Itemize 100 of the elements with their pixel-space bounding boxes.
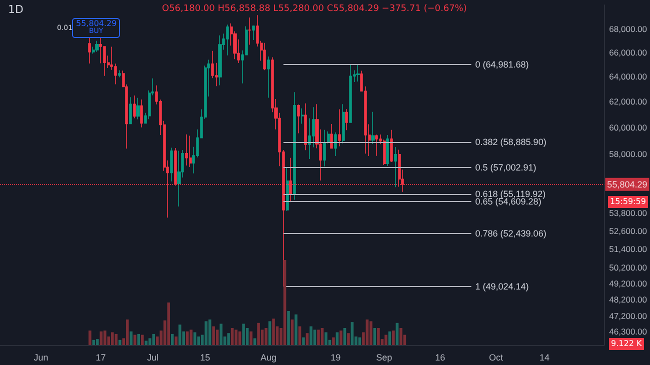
y-tick-label: 53,800.00 <box>609 208 648 218</box>
y-tick-label: 64,000.00 <box>609 72 648 82</box>
bar <box>104 330 106 345</box>
candlestick <box>301 108 304 124</box>
y-tick-label: 58,000.00 <box>609 149 648 160</box>
candlestick <box>118 70 121 78</box>
x-tick-label: Jul <box>147 352 159 362</box>
bar <box>384 334 388 345</box>
bar <box>377 328 380 345</box>
y-tick-label: 51,400.00 <box>609 244 648 254</box>
bar <box>216 330 219 345</box>
ref-line-label: 1 (49,024.14) <box>475 281 529 292</box>
y-tick-label: 47,200.00 <box>609 311 648 322</box>
bar <box>242 324 245 345</box>
bar <box>212 326 215 345</box>
candlestick <box>129 96 132 125</box>
bar <box>306 333 309 345</box>
candlestick <box>356 64 360 82</box>
x-tick-label: Oct <box>489 352 504 362</box>
bar <box>197 336 200 345</box>
bar <box>170 334 174 345</box>
candlestick <box>185 134 188 166</box>
y-tick-label: 50,200.00 <box>609 262 648 273</box>
bar <box>332 337 335 345</box>
bar <box>370 321 372 345</box>
candlestick <box>177 150 181 207</box>
y-tick-label: 46,300.00 <box>609 326 648 336</box>
candlestick <box>170 147 173 182</box>
bar <box>111 332 114 345</box>
candlestick <box>248 17 251 46</box>
x-tick-label: 16 <box>435 352 446 362</box>
candlestick <box>334 132 337 156</box>
candlestick <box>323 129 326 167</box>
candlestick <box>304 102 307 151</box>
bar <box>148 338 152 345</box>
y-tick-label: 62,000.00 <box>609 96 648 107</box>
candlestick <box>286 166 289 212</box>
bar <box>190 330 192 345</box>
y-tick-label: 48,200.00 <box>609 294 648 305</box>
text: 9.122 K <box>609 338 644 350</box>
bar <box>130 331 133 345</box>
bar <box>250 331 252 345</box>
bar <box>272 318 275 345</box>
candlestick <box>226 24 229 56</box>
y-tick-label: 60,000.00 <box>609 122 648 132</box>
y-tick-label: 68,000.00 <box>609 24 648 34</box>
bar <box>126 320 129 345</box>
bar <box>310 326 312 345</box>
ref-line-label: 0 (64,981.68) <box>475 60 529 70</box>
bar <box>313 330 316 345</box>
bar <box>347 333 350 345</box>
ref-line-label: 0.382 (58,885.90) <box>475 137 546 148</box>
candlestick <box>371 112 375 144</box>
x-tick-label: Sep <box>376 352 392 362</box>
bar <box>152 334 156 345</box>
candlestick <box>88 36 91 64</box>
candlestick <box>252 25 255 40</box>
candlestick <box>342 104 345 144</box>
bar <box>264 328 268 345</box>
bar <box>234 330 238 345</box>
bar <box>118 340 122 345</box>
y-tick-label: 52,600.00 <box>609 226 648 236</box>
candlestick <box>267 56 270 98</box>
candlestick <box>293 92 296 200</box>
bar <box>88 330 92 345</box>
x-tick-label: Jun <box>34 352 48 362</box>
candlestick <box>95 40 99 52</box>
x-tick-label: 14 <box>540 352 550 362</box>
candlestick <box>140 99 143 128</box>
bar <box>96 339 99 345</box>
candlestick <box>189 135 192 168</box>
bar <box>174 336 178 345</box>
x-tick-label: 19 <box>330 352 341 362</box>
candlestick <box>297 104 300 134</box>
bar <box>324 332 328 345</box>
ref-line-label: 0.618 (55,119.92) <box>475 189 546 200</box>
y-tick-label: 66,000.00 <box>609 47 648 58</box>
bar <box>144 340 148 345</box>
bar <box>204 321 208 345</box>
candlestick <box>133 95 136 119</box>
candlestick <box>136 98 140 120</box>
candlestick <box>390 129 393 162</box>
bar <box>392 330 395 345</box>
bar <box>178 324 182 345</box>
candlestick <box>218 34 222 86</box>
annotation: 55,804.29 <box>76 19 117 28</box>
bar <box>167 302 170 345</box>
bar <box>317 330 320 345</box>
bar <box>137 334 140 345</box>
bar <box>340 330 342 345</box>
candlestick <box>263 42 266 71</box>
bar <box>287 311 290 345</box>
candlestick <box>338 108 341 147</box>
bar <box>257 322 260 345</box>
bar <box>400 328 402 345</box>
text: 15:59:59 <box>608 196 648 208</box>
ref-line-label: 55,804.29 <box>607 179 648 190</box>
bar <box>268 321 272 345</box>
ref-line-label: 0.786 (52,439.06) <box>475 228 546 238</box>
chart-title: 1D <box>8 3 24 16</box>
